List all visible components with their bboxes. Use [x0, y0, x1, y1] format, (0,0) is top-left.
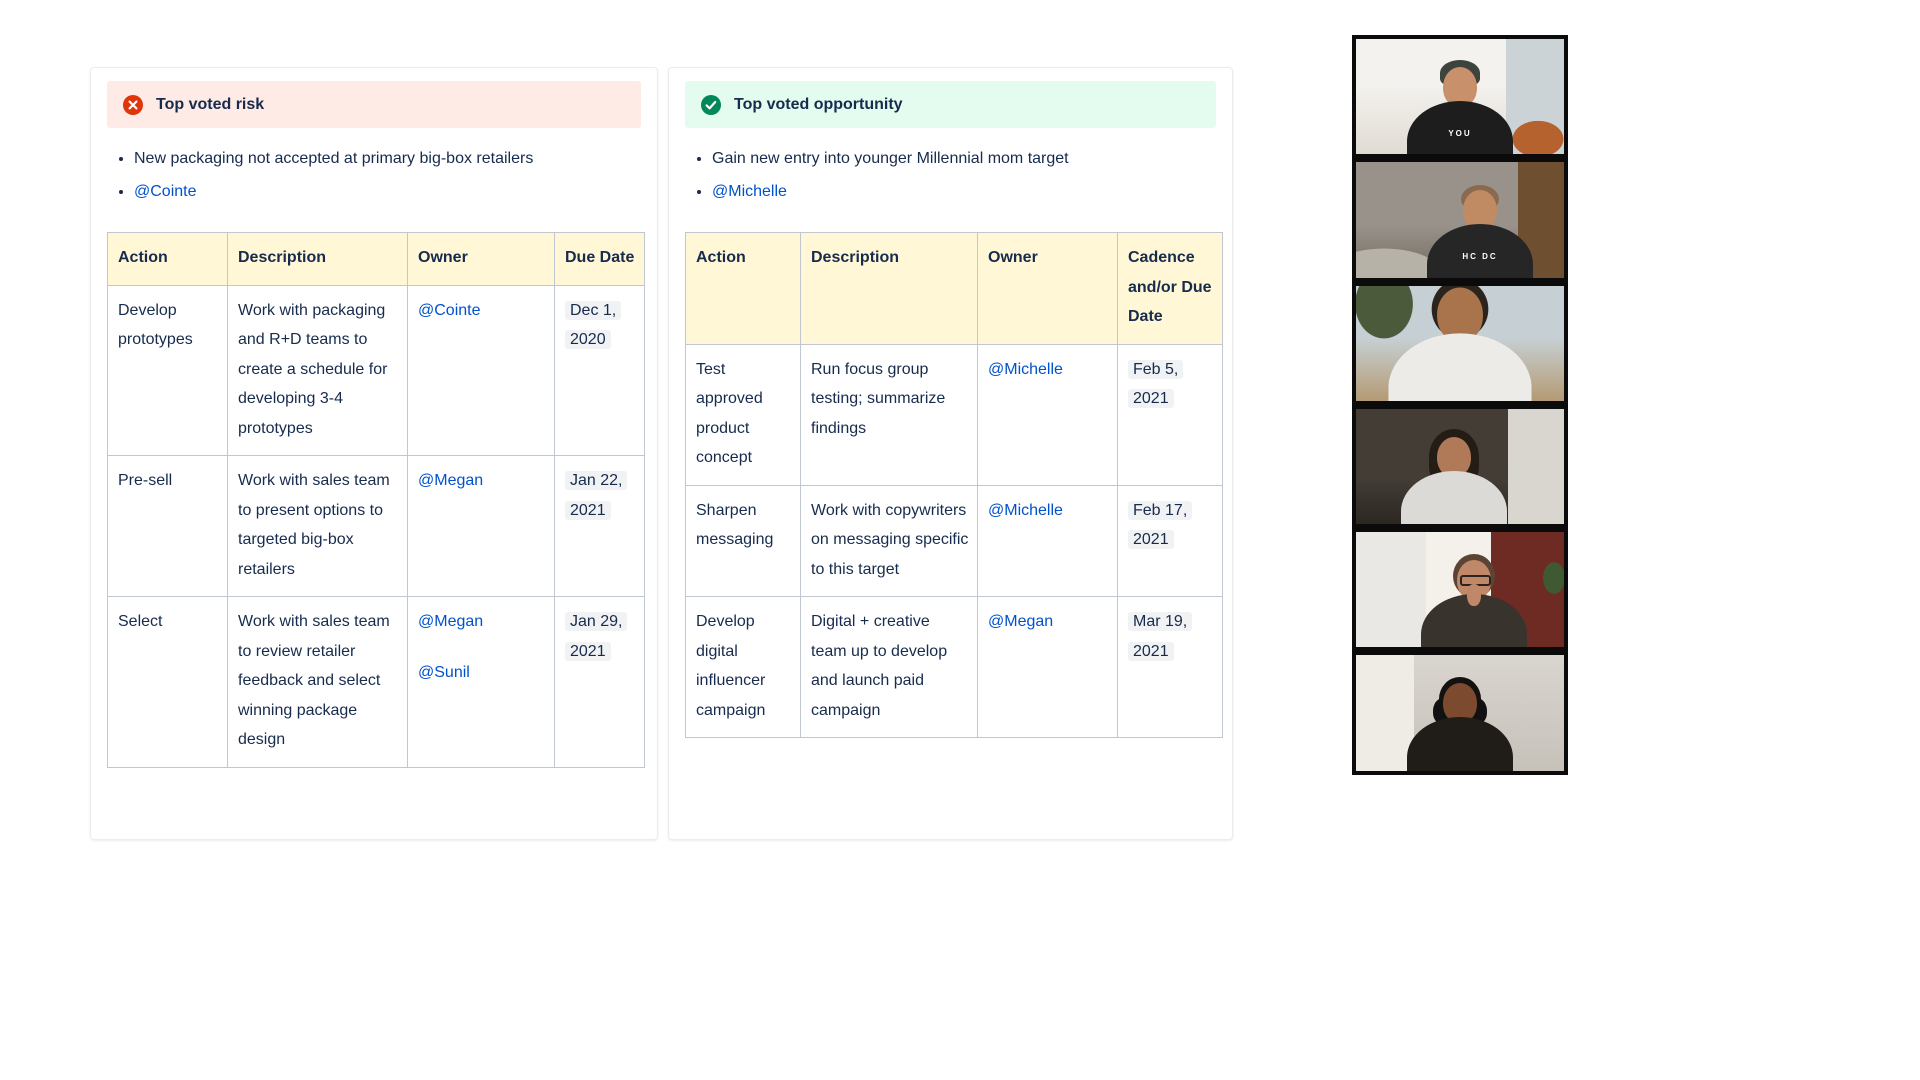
column-header: Description: [227, 232, 408, 286]
mention-link[interactable]: @Michelle: [988, 360, 1063, 378]
participant-head: [1443, 683, 1477, 724]
risk-table: Action Description Owner Due Date Develo…: [107, 232, 645, 768]
column-header: Action: [685, 232, 801, 345]
mention-link[interactable]: @Megan: [418, 613, 484, 630]
action-cell: Select: [107, 596, 228, 768]
date-lozenge: Mar 19, 2021: [1128, 612, 1193, 661]
due-date-cell: Mar 19, 2021: [1117, 596, 1223, 738]
mention-link[interactable]: @Cointe: [418, 301, 481, 319]
table-header-row: Action Description Owner Due Date: [107, 232, 645, 286]
video-participant-6[interactable]: [1352, 651, 1568, 775]
mention-link[interactable]: @Megan: [988, 613, 1054, 630]
mention-link[interactable]: @Megan: [418, 472, 484, 489]
participant-torso: [1388, 332, 1532, 401]
date-lozenge: Feb 5, 2021: [1128, 359, 1184, 408]
participant-torso: [1421, 594, 1527, 648]
due-date-cell: Feb 17, 2021: [1117, 484, 1223, 597]
column-header: Action: [107, 232, 228, 286]
participant-head: [1463, 190, 1497, 231]
date-lozenge: Jan 29, 2021: [565, 612, 628, 661]
video-participant-1[interactable]: YOU: [1352, 35, 1568, 159]
column-header: Owner: [407, 232, 555, 286]
participant-head: [1443, 67, 1477, 107]
risk-bullet-list: New packaging not accepted at primary bi…: [107, 142, 641, 208]
table-row: Test approved product concept Run focus …: [685, 343, 1223, 486]
date-lozenge: Feb 17, 2021: [1128, 500, 1193, 549]
owner-cell: @Michelle: [977, 484, 1118, 597]
participant-figure: YOU: [1356, 39, 1564, 155]
participant-head: [1437, 287, 1483, 342]
video-participant-5[interactable]: [1352, 528, 1568, 652]
mention-link[interactable]: @Michelle: [712, 183, 787, 200]
opportunity-bullet-list: Gain new entry into younger Millennial m…: [685, 142, 1216, 208]
participant-figure: [1356, 285, 1564, 401]
due-date-cell: Jan 22, 2021: [554, 455, 645, 597]
opportunity-banner-title: Top voted opportunity: [734, 95, 903, 113]
owner-cell: @Michelle: [977, 343, 1118, 486]
column-header: Description: [800, 232, 978, 345]
date-lozenge: Jan 22, 2021: [565, 471, 628, 520]
opportunity-panel: Top voted opportunity Gain new entry int…: [668, 67, 1233, 840]
participant-torso: YOU: [1407, 101, 1513, 155]
owner-cell: @Megan @Sunil: [407, 596, 555, 768]
owner-cell: @Megan: [407, 455, 555, 597]
column-header: Cadence and/or Due Date: [1117, 232, 1223, 345]
video-participant-4[interactable]: [1352, 404, 1568, 529]
description-cell: Digital + creative team up to develop an…: [800, 596, 978, 738]
owner-cell: @Cointe: [407, 284, 555, 456]
participant-figure: [1356, 655, 1564, 771]
action-cell: Pre-sell: [107, 455, 228, 597]
risk-banner: Top voted risk: [107, 81, 641, 128]
participant-head: [1437, 436, 1471, 477]
column-header: Owner: [977, 232, 1118, 345]
table-row: Select Work with sales team to review re…: [107, 596, 645, 768]
owner-cell: @Megan: [977, 596, 1118, 738]
description-cell: Work with copywriters on messaging speci…: [800, 484, 978, 597]
video-participant-2[interactable]: HC DC: [1352, 158, 1568, 282]
video-call-strip: YOU HC DC: [1352, 35, 1568, 775]
table-row: Pre-sell Work with sales team to present…: [107, 455, 645, 597]
mention-link[interactable]: @Sunil: [418, 663, 470, 681]
video-participant-3[interactable]: [1352, 281, 1568, 405]
participant-figure: [1370, 532, 1564, 648]
action-cell: Develop digital influencer campaign: [685, 596, 801, 738]
table-header-row: Action Description Owner Cadence and/or …: [685, 232, 1223, 345]
participant-torso: HC DC: [1427, 224, 1533, 278]
shirt-text: HC DC: [1462, 252, 1498, 262]
description-cell: Run focus group testing; summarize findi…: [800, 343, 978, 486]
error-icon: [123, 94, 143, 115]
due-date-cell: Jan 29, 2021: [554, 596, 645, 768]
column-header: Due Date: [554, 232, 645, 286]
check-circle-icon: [701, 94, 721, 115]
action-cell: Develop prototypes: [107, 284, 228, 456]
action-cell: Sharpen messaging: [685, 484, 801, 597]
participant-torso: [1407, 717, 1513, 771]
description-cell: Work with sales team to review retailer …: [227, 596, 408, 768]
description-cell: Work with sales team to present options …: [227, 455, 408, 597]
due-date-cell: Feb 5, 2021: [1117, 343, 1223, 486]
opportunity-banner: Top voted opportunity: [685, 81, 1216, 128]
mention-link[interactable]: @Cointe: [134, 183, 197, 200]
participant-torso: [1401, 470, 1507, 525]
opportunity-bullet-text: Gain new entry into younger Millennial m…: [712, 142, 1216, 175]
risk-bullet-text: New packaging not accepted at primary bi…: [134, 142, 641, 175]
risk-bullet-mention: @Cointe: [134, 175, 641, 208]
mention-link[interactable]: @Michelle: [988, 501, 1063, 519]
participant-figure: [1356, 409, 1558, 525]
date-lozenge: Dec 1, 2020: [565, 300, 622, 349]
due-date-cell: Dec 1, 2020: [554, 284, 645, 456]
description-cell: Work with packaging and R+D teams to cre…: [227, 284, 408, 456]
action-cell: Test approved product concept: [685, 343, 801, 486]
risk-panel: Top voted risk New packaging not accepte…: [90, 67, 658, 840]
opportunity-bullet-mention: @Michelle: [712, 175, 1216, 208]
opportunity-table: Action Description Owner Cadence and/or …: [685, 232, 1223, 738]
table-row: Sharpen messaging Work with copywriters …: [685, 484, 1223, 597]
participant-figure: HC DC: [1376, 162, 1564, 278]
table-row: Develop prototypes Work with packaging a…: [107, 284, 645, 456]
table-row: Develop digital influencer campaign Digi…: [685, 596, 1223, 738]
shirt-text: YOU: [1448, 129, 1472, 138]
risk-banner-title: Top voted risk: [156, 95, 265, 113]
